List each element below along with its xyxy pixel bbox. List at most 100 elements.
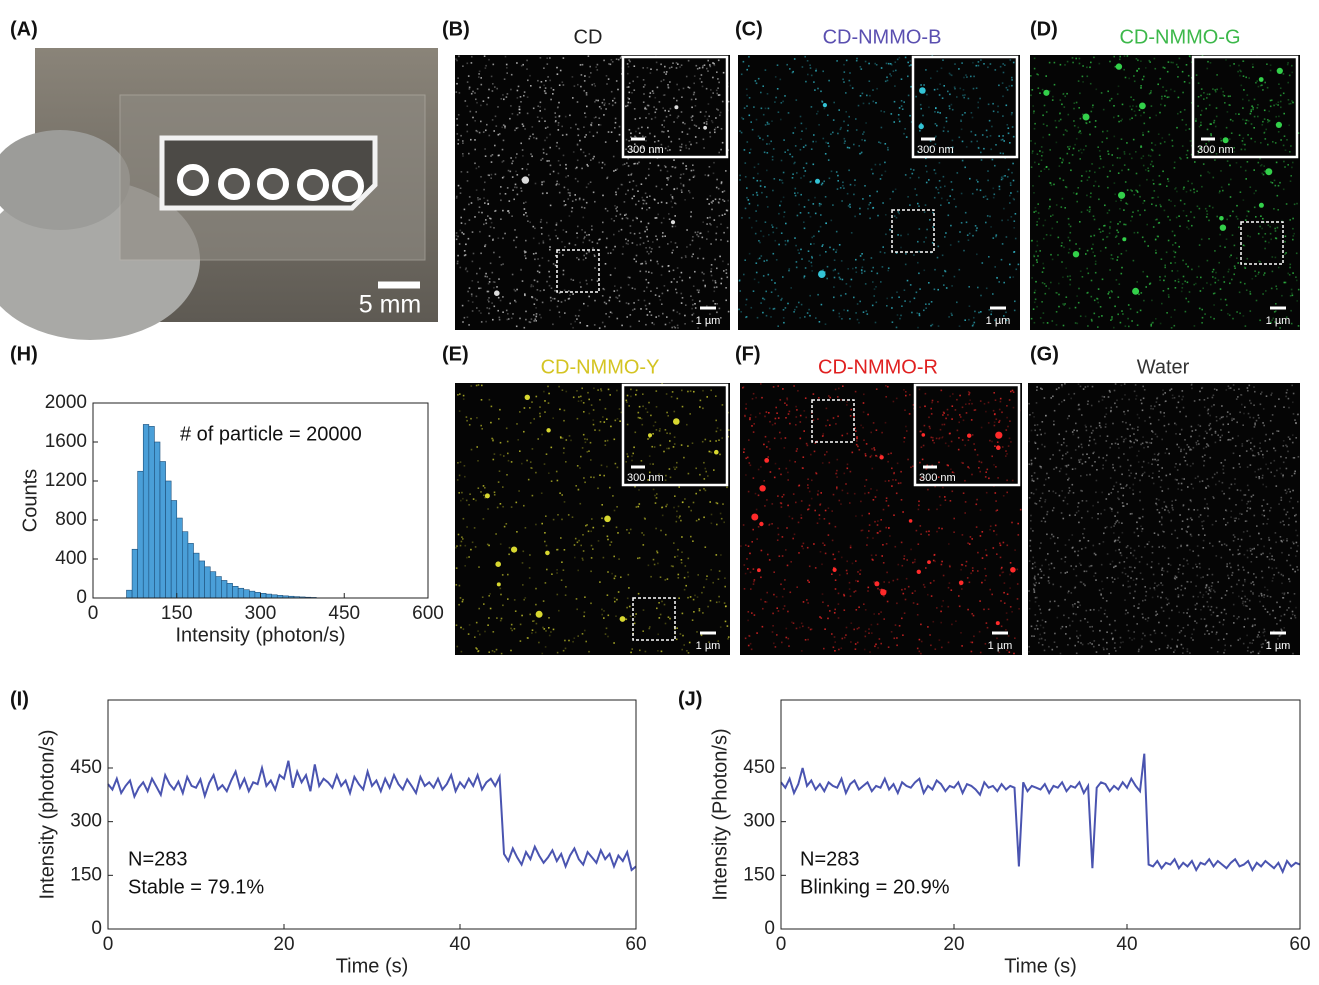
speckle — [703, 139, 705, 141]
speckle — [722, 261, 724, 263]
speckle — [580, 149, 582, 151]
speckle — [778, 295, 780, 297]
speckle — [1094, 255, 1096, 257]
speckle — [1042, 137, 1044, 139]
speckle — [642, 136, 644, 138]
speckle — [613, 170, 615, 172]
speckle — [1279, 327, 1281, 329]
speckle — [746, 299, 748, 301]
speckle — [1008, 133, 1010, 135]
speckle — [1118, 243, 1120, 245]
speckle — [936, 607, 938, 609]
speckle — [962, 534, 964, 536]
speckle — [674, 411, 676, 413]
speckle — [1280, 139, 1282, 141]
speckle — [642, 197, 644, 199]
speckle — [457, 77, 459, 79]
speckle — [845, 92, 847, 94]
speckle — [569, 243, 571, 245]
speckle — [882, 202, 884, 204]
speckle — [1213, 304, 1215, 306]
speckle — [1137, 60, 1139, 62]
speckle — [636, 218, 638, 220]
speckle — [493, 252, 495, 254]
speckle — [693, 176, 695, 178]
speckle — [1213, 177, 1215, 179]
speckle — [642, 424, 644, 426]
speckle — [1066, 296, 1068, 298]
speckle — [852, 87, 854, 89]
speckle — [928, 179, 930, 181]
speckle — [1116, 279, 1118, 281]
speckle — [801, 304, 803, 306]
speckle — [541, 117, 543, 119]
speckle — [724, 200, 726, 202]
speckle — [1075, 58, 1077, 60]
speckle — [456, 196, 458, 198]
speckle — [979, 98, 981, 100]
speckle — [681, 562, 683, 564]
speckle — [489, 593, 491, 595]
speckle — [716, 303, 718, 305]
speckle — [1159, 154, 1161, 156]
speckle — [1037, 153, 1039, 155]
speckle — [1270, 64, 1272, 66]
speckle — [651, 314, 653, 316]
speckle — [1265, 233, 1267, 235]
speckle — [1229, 95, 1231, 97]
speckle — [688, 190, 690, 192]
speckle — [1069, 240, 1071, 242]
speckle — [1056, 324, 1058, 326]
speckle — [1168, 199, 1170, 201]
speckle — [645, 271, 647, 273]
speckle — [712, 62, 714, 64]
speckle — [849, 206, 851, 208]
speckle — [1085, 122, 1087, 124]
speckle — [1243, 138, 1245, 140]
speckle — [574, 637, 576, 639]
speckle — [1030, 140, 1032, 142]
speckle — [804, 228, 806, 230]
speckle — [842, 279, 844, 281]
speckle — [848, 205, 850, 207]
speckle — [1091, 111, 1093, 113]
speckle — [607, 636, 609, 638]
inset-scale-bar-label: 300 nm — [627, 144, 664, 156]
speckle — [541, 227, 543, 229]
speckle — [716, 90, 718, 92]
speckle — [661, 507, 663, 509]
speckle — [1229, 65, 1231, 67]
speckle — [1073, 192, 1075, 194]
speckle — [820, 226, 822, 228]
speckle — [1248, 211, 1250, 213]
speckle — [599, 327, 601, 329]
speckle — [840, 187, 842, 189]
speckle — [1013, 180, 1015, 182]
speckle — [1080, 118, 1082, 120]
speckle — [676, 246, 678, 248]
speckle — [716, 268, 718, 270]
speckle — [1086, 195, 1088, 197]
speckle — [1002, 135, 1004, 137]
speckle — [608, 615, 610, 617]
speckle — [535, 318, 537, 320]
speckle — [755, 233, 757, 235]
speckle — [1207, 129, 1209, 131]
speckle — [584, 438, 586, 440]
speckle — [644, 200, 646, 202]
speckle — [667, 415, 669, 417]
speckle — [765, 108, 767, 110]
speckle — [583, 152, 585, 154]
speckle — [1104, 205, 1106, 207]
speckle — [582, 242, 584, 244]
speckle — [584, 612, 586, 614]
speckle — [608, 63, 610, 65]
speckle — [789, 154, 791, 156]
speckle — [698, 236, 700, 238]
speckle — [766, 143, 768, 145]
speckle — [743, 118, 745, 120]
speckle — [608, 78, 610, 80]
speckle — [808, 250, 810, 252]
speckle — [638, 489, 640, 491]
speckle — [586, 253, 588, 255]
